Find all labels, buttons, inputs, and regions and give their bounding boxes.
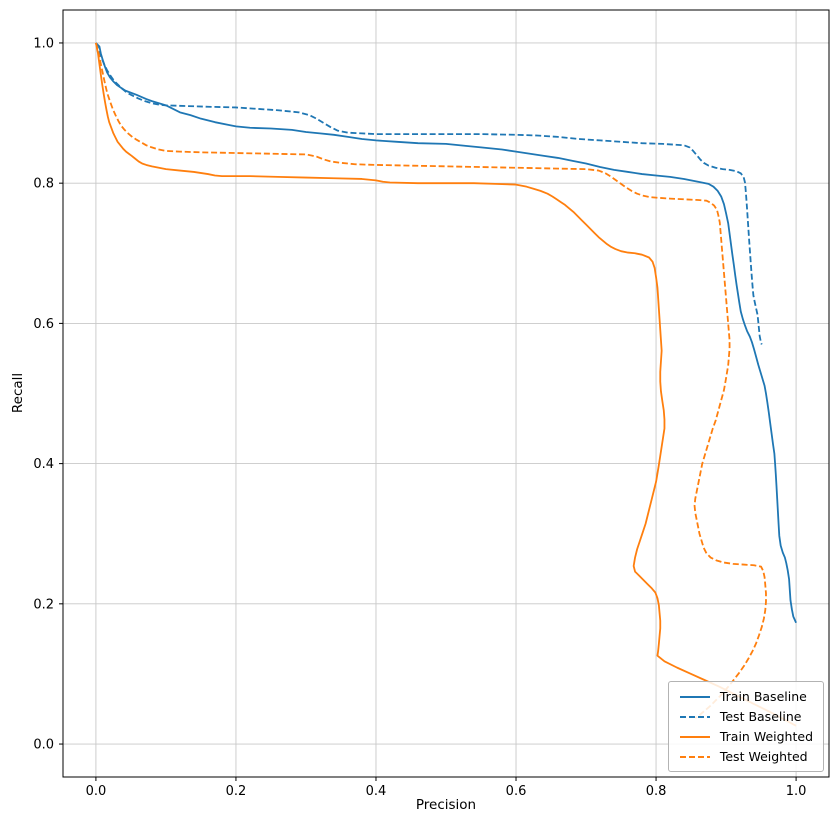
legend-item-test-baseline: Test Baseline: [678, 709, 813, 724]
x-tick-label: 0.8: [646, 784, 667, 799]
legend-label: Train Baseline: [719, 689, 807, 704]
x-tick-label: 1.0: [786, 784, 807, 799]
legend-label: Test Weighted: [719, 749, 808, 764]
legend-label: Train Weighted: [719, 729, 813, 744]
y-tick-label: 1.0: [33, 37, 54, 52]
line-sample-icon: [679, 695, 710, 698]
x-tick-label: 0.4: [366, 784, 387, 799]
y-tick-label: 0.8: [33, 177, 54, 192]
x-tick-label: 0.6: [506, 784, 527, 799]
axes-spines: [62, 9, 830, 778]
x-tick-label: 0.2: [226, 784, 247, 799]
x-tick-label: 0.0: [86, 784, 107, 799]
curve-train-weighted: [95, 42, 797, 727]
legend: Train Baseline Test Baseline Train Weigh…: [667, 681, 824, 772]
legend-item-train-weighted: Train Weighted: [678, 729, 813, 744]
y-tick-label: 0.2: [33, 597, 54, 612]
x-axis-label: Precision: [415, 797, 477, 813]
y-axis-label: Recall: [10, 372, 26, 414]
curve-train-baseline: [95, 42, 797, 624]
legend-item-test-weighted: Test Weighted: [678, 749, 813, 764]
line-sample-icon: [679, 715, 710, 718]
line-sample-icon: [679, 755, 710, 758]
curve-test-weighted: [95, 42, 767, 719]
legend-label: Test Baseline: [719, 709, 802, 724]
legend-item-train-baseline: Train Baseline: [678, 689, 813, 704]
curve-test-baseline: [95, 42, 763, 345]
y-tick-label: 0.4: [33, 457, 54, 472]
line-sample-icon: [679, 735, 710, 738]
y-tick-label: 0.0: [33, 738, 54, 753]
y-tick-label: 0.6: [33, 317, 54, 332]
